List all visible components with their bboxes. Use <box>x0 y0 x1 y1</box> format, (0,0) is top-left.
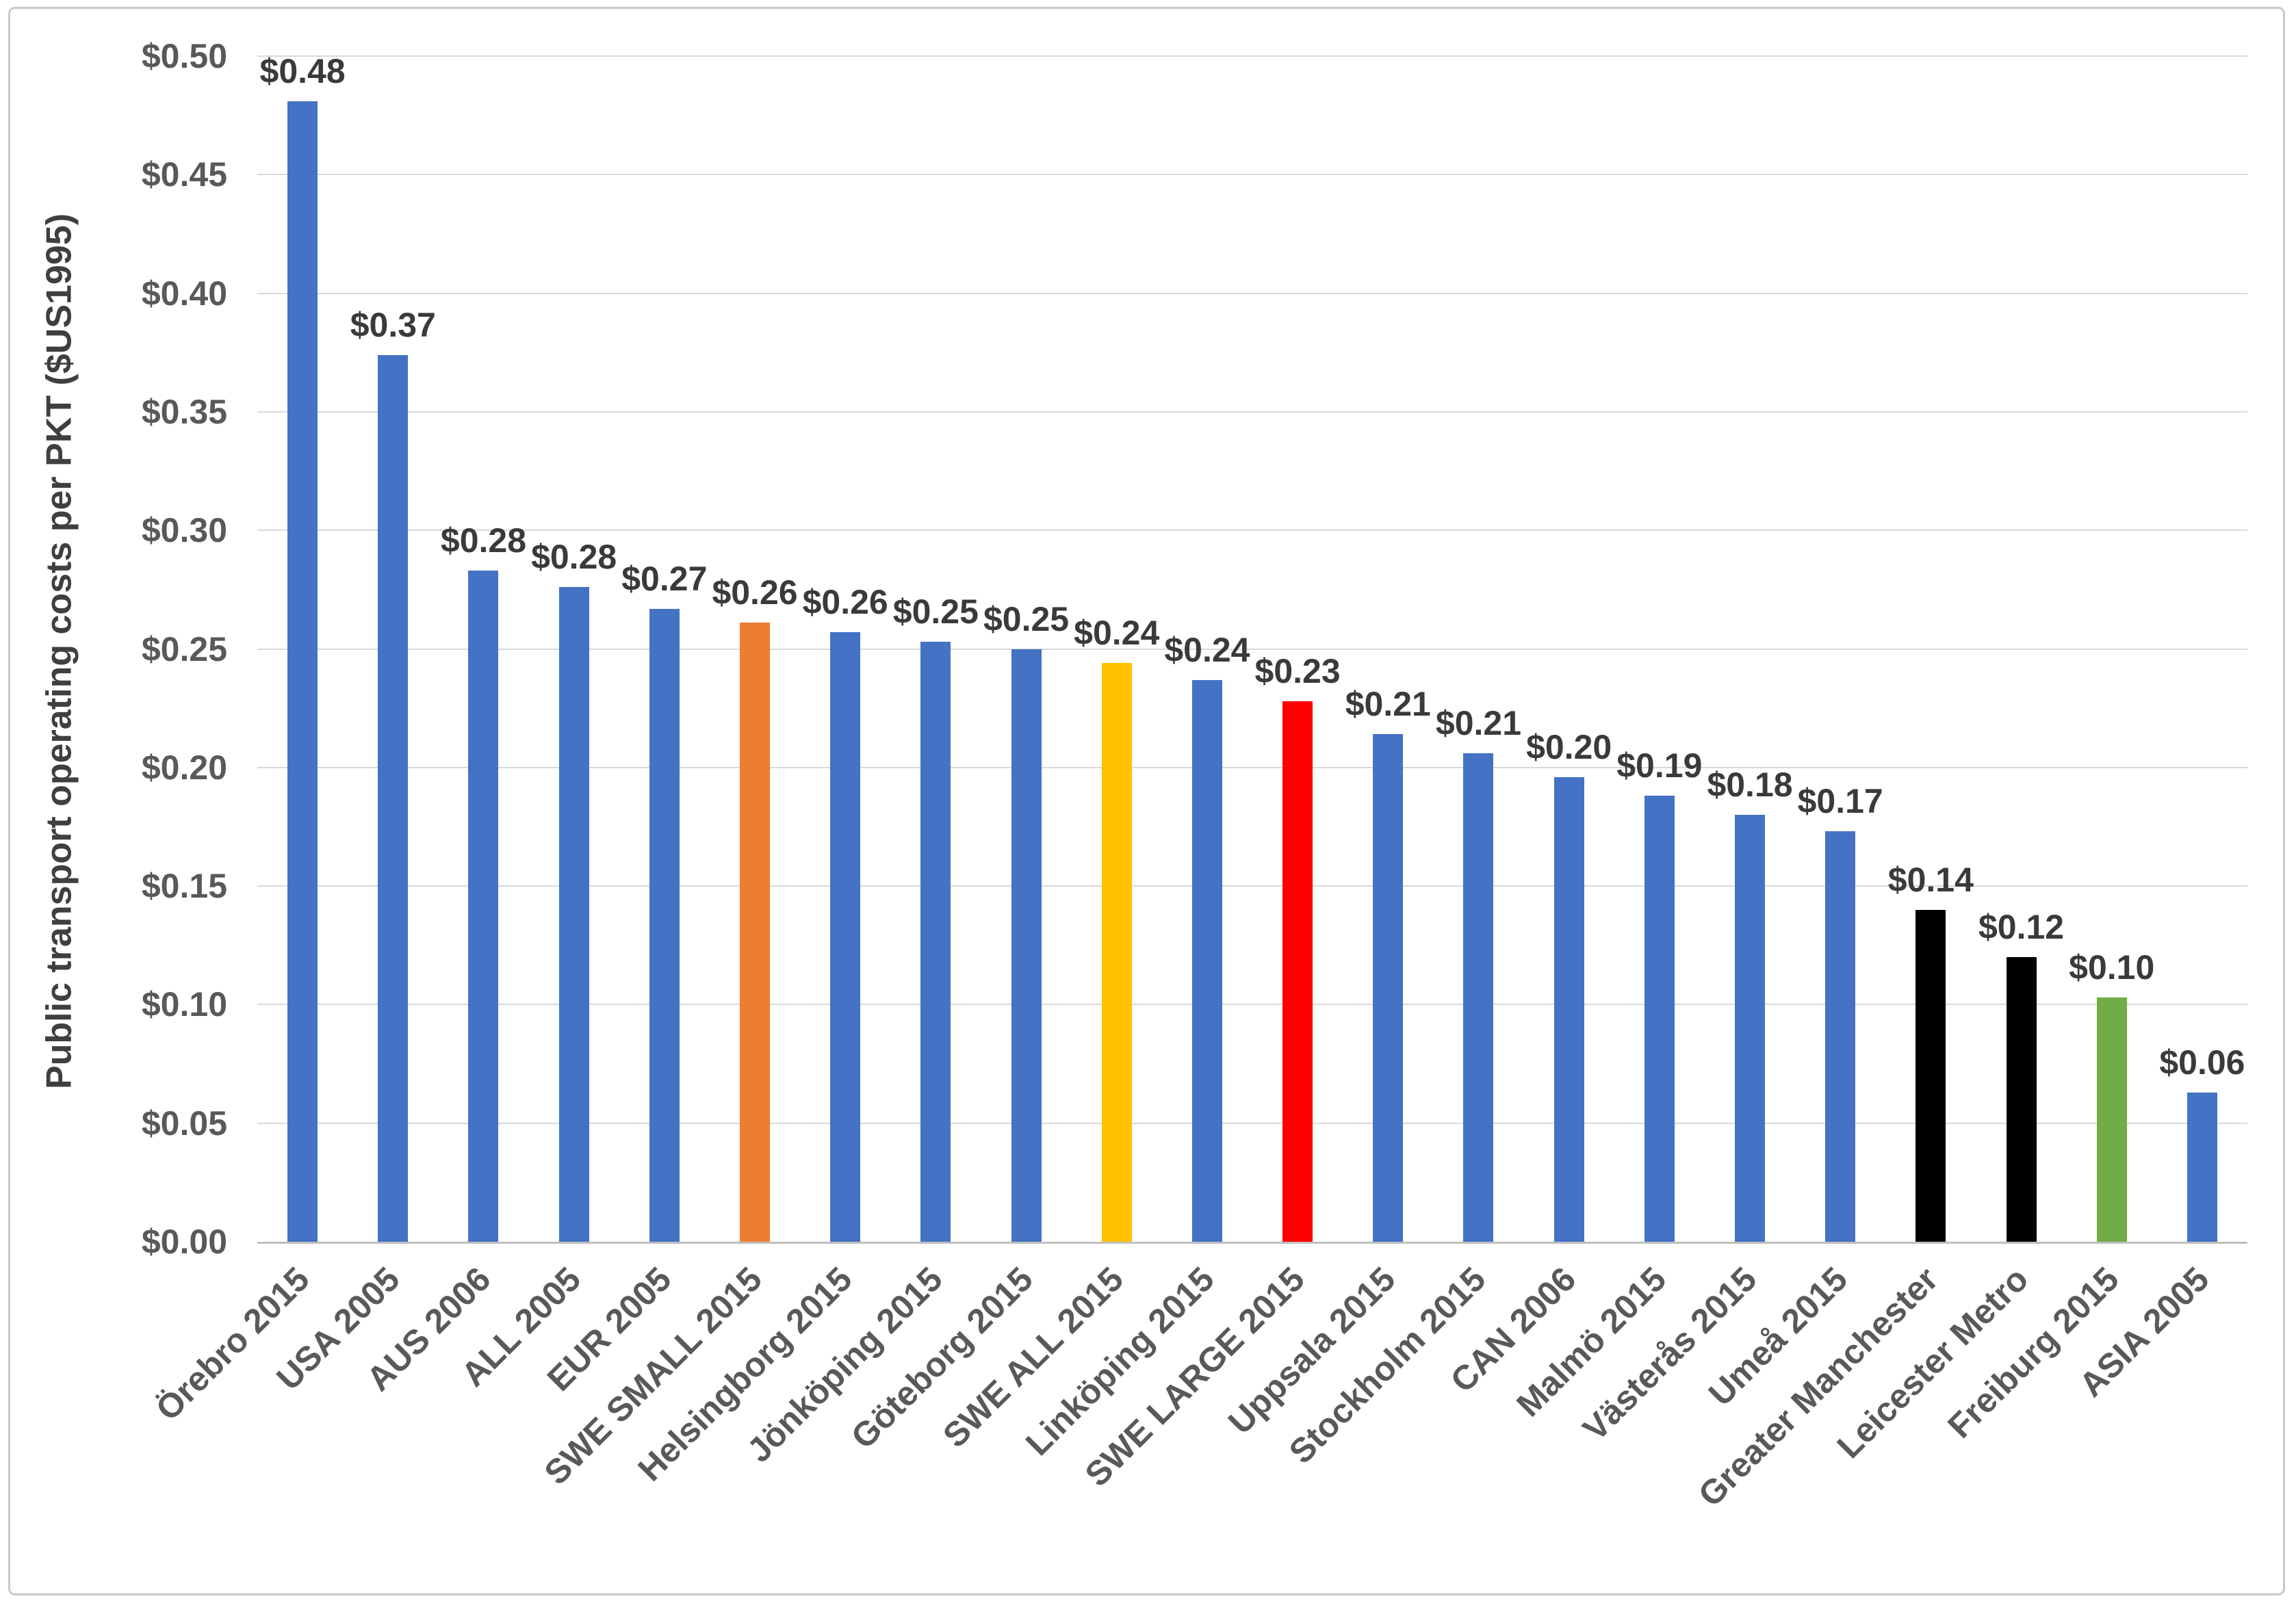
gridline <box>257 530 2247 532</box>
y-tick-label: $0.10 <box>141 985 227 1024</box>
y-tick-label: $0.25 <box>141 629 227 668</box>
bar-value-label: $0.26 <box>712 573 798 612</box>
bar <box>740 623 770 1242</box>
bar <box>1916 909 1946 1242</box>
bar-value-label: $0.12 <box>1978 908 2065 947</box>
bar-value-label: $0.10 <box>2069 948 2155 987</box>
y-tick-label: $0.35 <box>141 392 227 431</box>
x-axis-line <box>257 1242 2247 1244</box>
bar <box>1735 815 1765 1242</box>
bar <box>2096 997 2127 1242</box>
gridline <box>257 885 2247 887</box>
bar <box>1101 663 1132 1242</box>
bar-value-label: $0.17 <box>1797 782 1883 821</box>
y-tick-label: $0.30 <box>141 511 227 550</box>
bar-value-label: $0.21 <box>1435 704 1522 742</box>
gridline <box>257 766 2247 768</box>
gridline <box>257 1004 2247 1006</box>
gridline <box>257 174 2247 176</box>
bar-value-label: $0.06 <box>2159 1043 2245 1082</box>
bar-value-label: $0.25 <box>983 599 1070 638</box>
bar <box>1373 734 1404 1242</box>
bar <box>1644 796 1675 1242</box>
y-tick-label: $0.15 <box>141 867 227 906</box>
bar <box>1011 649 1042 1242</box>
bar <box>287 101 318 1242</box>
bar-value-label: $0.24 <box>1074 614 1160 653</box>
bar-value-label: $0.26 <box>802 583 888 622</box>
y-tick-label: $0.50 <box>141 37 227 75</box>
bar-value-label: $0.21 <box>1345 685 1431 724</box>
bar <box>1825 831 1856 1242</box>
bar-value-label: $0.20 <box>1526 727 1612 766</box>
bar <box>378 354 409 1242</box>
bar <box>830 632 861 1242</box>
bar <box>1191 679 1222 1242</box>
y-tick-label: $0.45 <box>141 155 227 194</box>
bar <box>1282 701 1313 1242</box>
bar-value-label: $0.24 <box>1164 630 1250 669</box>
bar <box>649 608 680 1242</box>
bar-value-label: $0.28 <box>531 538 617 577</box>
bar-value-label: $0.28 <box>440 521 527 560</box>
gridline <box>257 292 2247 294</box>
bar-value-label: $0.23 <box>1254 651 1341 690</box>
bar <box>2006 957 2037 1242</box>
y-tick-label: $0.20 <box>141 748 227 787</box>
bar-value-label: $0.37 <box>350 305 436 344</box>
bar <box>920 642 951 1242</box>
bar-value-label: $0.25 <box>892 592 979 631</box>
bar-value-label: $0.18 <box>1707 766 1793 805</box>
bar-value-label: $0.27 <box>621 559 708 598</box>
gridline <box>257 55 2247 57</box>
bar <box>468 571 499 1242</box>
bar <box>1463 753 1494 1242</box>
gridline <box>257 1122 2247 1124</box>
bar-value-label: $0.19 <box>1616 746 1703 785</box>
bar-value-label: $0.48 <box>259 51 346 90</box>
y-tick-label: $0.05 <box>141 1104 227 1143</box>
y-tick-label: $0.00 <box>141 1223 227 1261</box>
bar <box>2187 1092 2217 1242</box>
gridline <box>257 648 2247 650</box>
y-tick-label: $0.40 <box>141 274 227 313</box>
bar-value-label: $0.14 <box>1887 860 1974 899</box>
gridline <box>257 410 2247 413</box>
bar <box>558 587 589 1242</box>
bar <box>1553 777 1584 1242</box>
